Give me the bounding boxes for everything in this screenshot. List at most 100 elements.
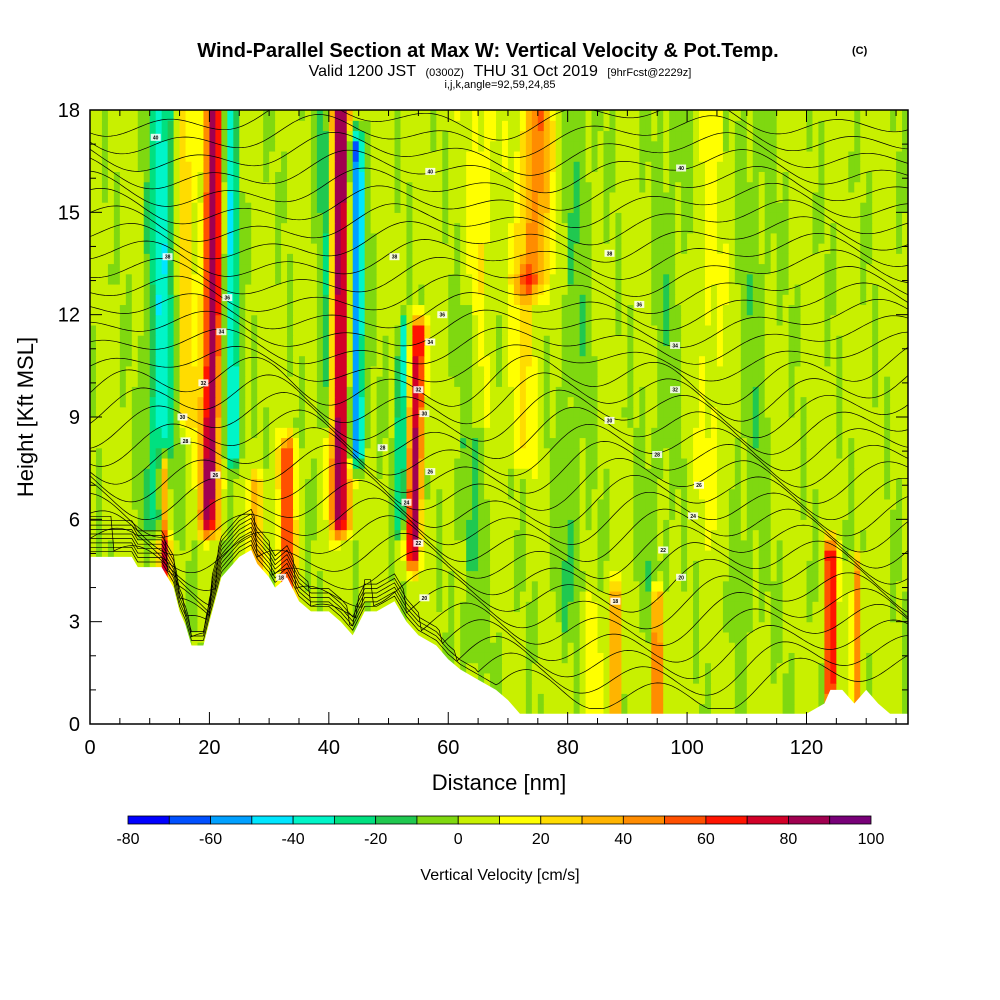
velocity-cell [436,621,443,633]
velocity-cell [501,365,509,377]
velocity-cell [639,355,646,367]
velocity-cell [842,631,849,643]
velocity-cell [484,488,491,500]
velocity-cell [513,488,521,500]
velocity-cell [328,580,336,592]
velocity-cell [549,498,557,510]
velocity-cell [376,417,384,428]
velocity-cell [621,621,628,633]
velocity-cell [764,355,772,367]
velocity-cell [770,560,778,572]
velocity-cell [478,631,485,643]
velocity-cell [322,345,330,357]
velocity-cell [609,396,617,408]
velocity-cell [704,611,712,623]
velocity-cell [101,355,109,367]
velocity-cell [669,406,676,418]
velocity-cell [352,560,360,572]
velocity-cell [585,560,593,572]
velocity-cell [609,693,617,705]
velocity-cell [615,509,622,520]
velocity-cell [531,468,539,479]
velocity-cell [627,550,634,561]
velocity-cell [710,386,718,398]
velocity-cell [603,447,611,459]
velocity-cell [728,529,736,541]
velocity-cell [788,386,796,398]
velocity-cell [430,631,437,643]
velocity-cell [227,396,234,408]
velocity-cell [322,355,330,367]
velocity-cell [543,570,551,582]
velocity-cell [101,386,109,398]
velocity-cell [352,457,360,469]
velocity-cell [101,457,109,469]
velocity-cell [382,345,390,357]
velocity-cell [531,509,539,520]
velocity-cell [131,468,139,479]
velocity-cell [316,498,324,510]
velocity-cell [209,345,216,357]
velocity-cell [704,478,712,490]
velocity-cell [561,386,569,398]
velocity-cell [561,417,569,428]
velocity-cell [257,539,264,551]
velocity-cell [716,519,724,531]
velocity-cell [878,406,885,418]
velocity-cell [669,652,676,664]
velocity-cell [161,468,169,479]
velocity-cell [710,570,718,582]
velocity-cell [424,488,431,500]
velocity-cell [442,642,449,653]
velocity-cell [125,488,133,500]
velocity-cell [878,417,885,428]
velocity-cell [818,662,826,674]
velocity-cell [137,539,145,551]
velocity-cell [215,529,222,541]
velocity-cell [316,396,324,408]
velocity-cell [788,519,796,531]
velocity-cell [860,601,867,613]
velocity-cell [890,417,897,428]
velocity-cell [257,427,264,439]
velocity-cell [878,560,885,572]
velocity-cell [287,570,294,582]
velocity-cell [340,427,348,439]
velocity-cell [591,590,599,602]
velocity-cell [699,417,706,428]
velocity-cell [203,396,211,408]
velocity-cell [322,580,330,592]
velocity-cell [555,642,563,653]
velocity-cell [609,560,617,572]
velocity-cell [782,427,790,439]
velocity-cell [591,560,599,572]
velocity-cell [304,345,312,357]
velocity-cell [227,488,234,500]
velocity-cell [639,478,646,490]
velocity-cell [155,447,163,459]
velocity-cell [513,437,521,449]
velocity-cell [830,427,837,439]
velocity-cell [346,539,354,551]
velocity-cell [382,519,390,531]
velocity-cell [609,478,617,490]
velocity-cell [406,468,414,479]
velocity-cell [394,457,402,469]
velocity-cell [537,631,545,643]
velocity-cell [603,570,611,582]
velocity-cell [239,345,246,357]
velocity-cell [179,509,187,520]
velocity-cell [699,376,706,387]
velocity-cell [645,683,652,694]
velocity-cell [340,396,348,408]
velocity-cell [191,560,199,572]
velocity-cell [716,396,724,408]
velocity-cell [478,457,485,469]
velocity-cell [854,642,861,653]
velocity-cell [710,468,718,479]
velocity-cell [460,376,467,387]
velocity-cell [782,590,790,602]
velocity-cell [334,447,342,459]
velocity-cell [113,345,121,357]
velocity-cell [388,529,396,541]
